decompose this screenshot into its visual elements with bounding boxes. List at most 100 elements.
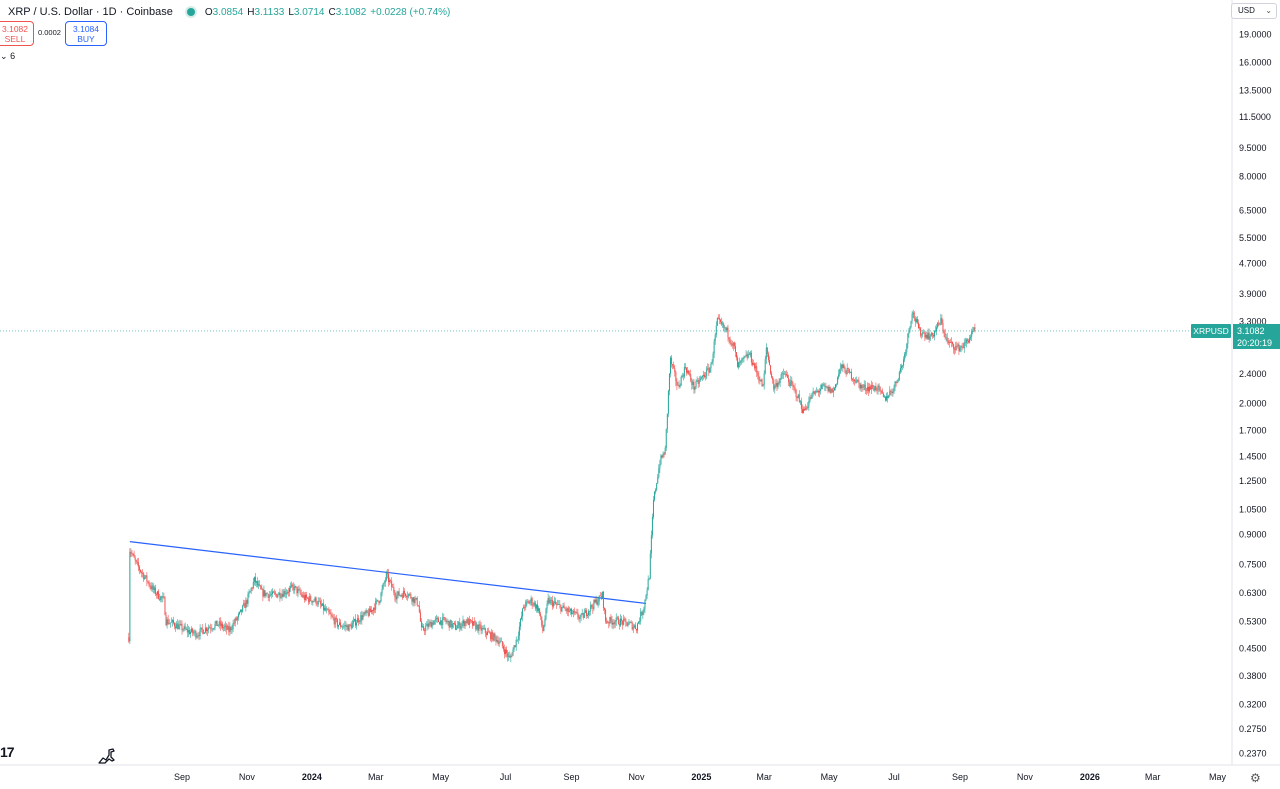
candle bbox=[641, 610, 643, 617]
candle bbox=[974, 323, 976, 333]
trendline[interactable] bbox=[129, 541, 647, 605]
candle-body bbox=[942, 323, 944, 331]
candle-body bbox=[778, 382, 780, 384]
candle-body bbox=[867, 386, 869, 392]
candle-body bbox=[605, 609, 607, 622]
candle-body bbox=[347, 625, 349, 631]
candle bbox=[155, 592, 157, 599]
candle-body bbox=[203, 632, 205, 634]
candle bbox=[724, 325, 726, 333]
candle-body bbox=[646, 590, 648, 596]
candle bbox=[319, 597, 321, 609]
candle bbox=[237, 612, 239, 621]
candle bbox=[265, 592, 267, 598]
candle bbox=[166, 617, 168, 629]
price-axis[interactable]: 0.23700.27500.32000.38000.45000.53000.63… bbox=[1231, 0, 1272, 765]
buy-button[interactable]: 3.1084 BUY bbox=[65, 21, 107, 46]
candle bbox=[241, 609, 243, 616]
candle bbox=[425, 622, 427, 636]
candle bbox=[474, 617, 476, 626]
candle-body bbox=[917, 322, 919, 329]
candle bbox=[144, 574, 146, 580]
candle-body bbox=[227, 626, 229, 630]
candle bbox=[518, 621, 520, 641]
candle bbox=[303, 592, 305, 603]
candle bbox=[402, 587, 404, 599]
candle-body bbox=[661, 455, 663, 458]
candle-body bbox=[830, 388, 832, 394]
candle-body bbox=[749, 352, 751, 355]
candle bbox=[814, 389, 816, 396]
candle bbox=[871, 380, 873, 395]
symbol-title[interactable]: XRP / U.S. Dollar · 1D · Coinbase bbox=[8, 6, 173, 18]
candle bbox=[295, 585, 297, 589]
candle bbox=[187, 625, 189, 638]
time-tick-label: Mar bbox=[1145, 772, 1161, 782]
candle-body bbox=[164, 597, 166, 615]
candle-body bbox=[528, 601, 530, 604]
candle-body bbox=[339, 622, 341, 625]
candle bbox=[321, 603, 323, 607]
currency-select[interactable]: USD ⌄ bbox=[1231, 3, 1277, 19]
gear-icon[interactable]: ⚙ bbox=[1250, 771, 1261, 785]
candle bbox=[750, 350, 752, 366]
candle bbox=[727, 324, 729, 342]
sell-button[interactable]: 3.1082 SELL bbox=[0, 21, 34, 46]
candle-body bbox=[619, 618, 621, 626]
candle-body bbox=[273, 591, 275, 593]
candle bbox=[807, 402, 809, 410]
candle bbox=[242, 604, 244, 613]
candle bbox=[283, 588, 285, 597]
candle-body bbox=[447, 621, 449, 622]
symbol-legend: XRP / U.S. Dollar · 1D · Coinbase O 3.085… bbox=[0, 4, 454, 20]
candle bbox=[213, 627, 215, 631]
candle bbox=[898, 370, 900, 381]
candle bbox=[150, 582, 152, 592]
candle-body bbox=[393, 587, 395, 593]
time-axis[interactable]: Sep Nov 2024 Mar May Jul Sep Nov 2025 Mar May Jul Se… bbox=[0, 764, 1280, 782]
candle-body bbox=[663, 453, 665, 455]
time-tick-label: May bbox=[432, 772, 450, 782]
candle-body bbox=[899, 367, 901, 373]
candle-body bbox=[538, 608, 540, 611]
candle-body bbox=[554, 601, 556, 603]
candle bbox=[650, 530, 652, 559]
candle-body bbox=[490, 632, 492, 640]
candle bbox=[549, 596, 551, 606]
candle bbox=[266, 592, 268, 595]
candle bbox=[372, 609, 374, 615]
tradingview-logo-icon[interactable]: 17 bbox=[0, 744, 15, 760]
indicator-toggle[interactable]: ⌄ 6 bbox=[0, 51, 15, 62]
candle bbox=[875, 382, 877, 392]
candle-body bbox=[949, 342, 951, 343]
candle-body bbox=[725, 327, 727, 331]
candle bbox=[236, 616, 238, 625]
candle-body bbox=[230, 627, 232, 630]
candle-body bbox=[804, 408, 806, 411]
candle bbox=[326, 606, 328, 614]
candle-body bbox=[276, 594, 278, 598]
candle-body bbox=[138, 566, 140, 570]
candle bbox=[596, 596, 598, 606]
candle bbox=[249, 590, 251, 593]
candle-body bbox=[549, 599, 551, 604]
candle-body bbox=[183, 626, 185, 630]
candle-body bbox=[754, 363, 756, 369]
candle-body bbox=[375, 601, 377, 610]
candle bbox=[728, 337, 730, 344]
candle bbox=[178, 620, 180, 630]
candle bbox=[664, 445, 666, 455]
candle bbox=[396, 590, 398, 604]
candle-body bbox=[461, 623, 463, 627]
candle-body bbox=[373, 607, 375, 612]
dino-icon[interactable] bbox=[97, 746, 117, 766]
candle bbox=[426, 621, 428, 627]
candle bbox=[850, 368, 852, 382]
candle bbox=[781, 370, 783, 380]
candle-body bbox=[456, 628, 458, 630]
candle-body bbox=[927, 332, 929, 339]
candle-body bbox=[366, 610, 368, 613]
candle-body bbox=[796, 396, 798, 399]
candle bbox=[791, 376, 793, 387]
